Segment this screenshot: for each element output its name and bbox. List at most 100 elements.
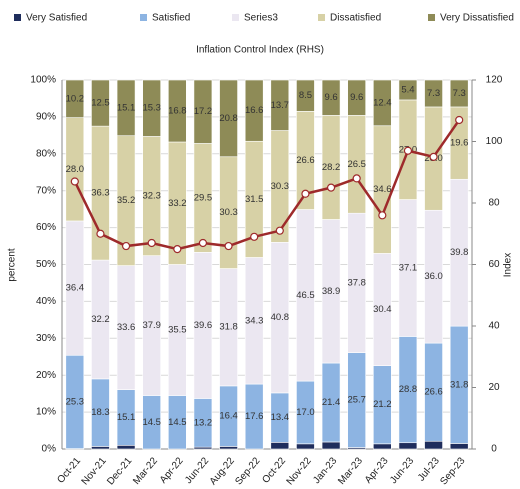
value-label: 30.3	[271, 181, 290, 192]
value-label: 28.0	[66, 164, 85, 175]
line-marker	[198, 238, 208, 248]
y-tick-label: 60%	[36, 222, 56, 233]
line-marker	[173, 245, 182, 254]
x-tick-label: Nov-22	[285, 455, 314, 487]
value-label: 28.8	[399, 384, 418, 395]
legend-label: Inflation Control Index (RHS)	[196, 45, 324, 56]
line-marker	[70, 177, 79, 186]
value-label: 30.4	[373, 304, 392, 315]
y-tick-label: 10%	[36, 407, 56, 418]
value-label: 34.6	[373, 184, 392, 195]
value-label: 28.2	[322, 162, 341, 173]
y2-tick-label: 120	[486, 75, 503, 86]
value-label: 7.3	[453, 88, 466, 99]
bar-segment	[116, 445, 136, 450]
value-label: 35.5	[168, 325, 187, 336]
bar-segment	[398, 442, 418, 450]
bar-segment	[219, 79, 238, 158]
bar-segment	[116, 79, 136, 137]
x-tick-label: Jan-23	[311, 455, 339, 486]
y-axis-label: percent	[7, 248, 18, 282]
y-tick-label: 100%	[30, 75, 56, 86]
bar-segment	[449, 79, 469, 108]
value-label: 13.7	[271, 100, 290, 111]
value-label: 32.3	[142, 191, 161, 202]
bar-segment	[373, 443, 392, 450]
value-label: 33.2	[168, 198, 187, 209]
value-label: 14.5	[168, 417, 187, 428]
bar-segment	[168, 79, 187, 143]
value-label: 15.1	[117, 412, 136, 423]
value-label: 31.8	[219, 322, 238, 333]
y-tick-label: 20%	[36, 370, 56, 381]
value-label: 39.8	[450, 247, 469, 258]
x-tick-label: Jun-22	[183, 455, 211, 486]
value-label: 37.1	[399, 263, 418, 274]
legend-swatch	[428, 14, 435, 21]
y-tick-label: 50%	[36, 259, 56, 270]
value-label: 9.6	[350, 92, 363, 103]
line	[73, 119, 461, 251]
y2-tick-label: 100	[486, 136, 503, 147]
line-marker	[403, 146, 413, 155]
x-tick-label: Sep-23	[438, 455, 467, 487]
value-label: 16.6	[245, 105, 264, 116]
x-tick-label: Mar-22	[131, 455, 160, 487]
legend-swatch	[318, 14, 325, 21]
value-label: 21.4	[322, 397, 341, 408]
y2-tick-label: 0	[491, 444, 497, 455]
y-tick-label: 0%	[42, 444, 57, 455]
value-label: 16.4	[219, 411, 238, 422]
legend-swatch	[14, 14, 21, 21]
value-label: 13.4	[271, 412, 290, 423]
legend-swatch	[232, 14, 239, 21]
y-tick-label: 90%	[36, 112, 56, 123]
value-label: 38.9	[322, 286, 341, 297]
line-marker	[147, 238, 156, 248]
bar-segment	[219, 446, 238, 450]
line-marker	[378, 211, 387, 220]
bar-segment	[296, 79, 315, 112]
value-label: 36.4	[66, 283, 85, 294]
bar-segment	[296, 443, 315, 450]
legend-label: Very Satisfied	[26, 13, 87, 24]
line-marker	[275, 226, 284, 235]
value-label: 12.5	[91, 98, 110, 109]
legend-label: Series3	[244, 13, 278, 24]
value-label: 20.8	[219, 113, 238, 124]
bar-segment	[424, 440, 443, 450]
line-marker	[224, 241, 233, 251]
x-tick-label: Apr-23	[363, 455, 391, 485]
value-label: 12.4	[373, 97, 392, 108]
y2-tick-label: 40	[488, 321, 500, 332]
x-tick-label: Mar-23	[336, 455, 365, 487]
value-label: 37.9	[142, 320, 161, 331]
value-label: 25.7	[347, 395, 366, 406]
value-label: 35.2	[117, 195, 136, 206]
value-label: 29.5	[194, 192, 213, 203]
value-label: 9.6	[324, 92, 337, 103]
legend-label: Dissatisfied	[330, 13, 381, 24]
bar-segment	[449, 443, 469, 450]
x-tick-label: Dec-21	[105, 455, 134, 487]
value-label: 13.2	[194, 417, 213, 428]
value-label: 17.2	[194, 106, 213, 117]
y2-tick-label: 60	[488, 259, 500, 270]
value-label: 34.3	[245, 315, 264, 326]
legend-swatch	[140, 14, 147, 21]
value-label: 40.8	[271, 312, 290, 323]
value-label: 15.1	[117, 102, 136, 113]
line-marker	[301, 189, 310, 198]
value-label: 30.3	[219, 207, 238, 218]
bar-segment	[244, 79, 264, 142]
bar-segment	[91, 446, 110, 450]
value-label: 21.2	[373, 399, 392, 410]
y2-axis-label: Index	[503, 253, 514, 277]
x-tick-label: Jun-23	[388, 455, 416, 486]
y-tick-label: 30%	[36, 333, 56, 344]
x-tick-label: Sep-22	[233, 455, 262, 487]
x-tick-label: Aug-22	[208, 455, 237, 487]
value-label: 14.5	[142, 417, 161, 428]
value-label: 36.0	[424, 271, 443, 282]
y2-tick-label: 20	[488, 382, 500, 393]
